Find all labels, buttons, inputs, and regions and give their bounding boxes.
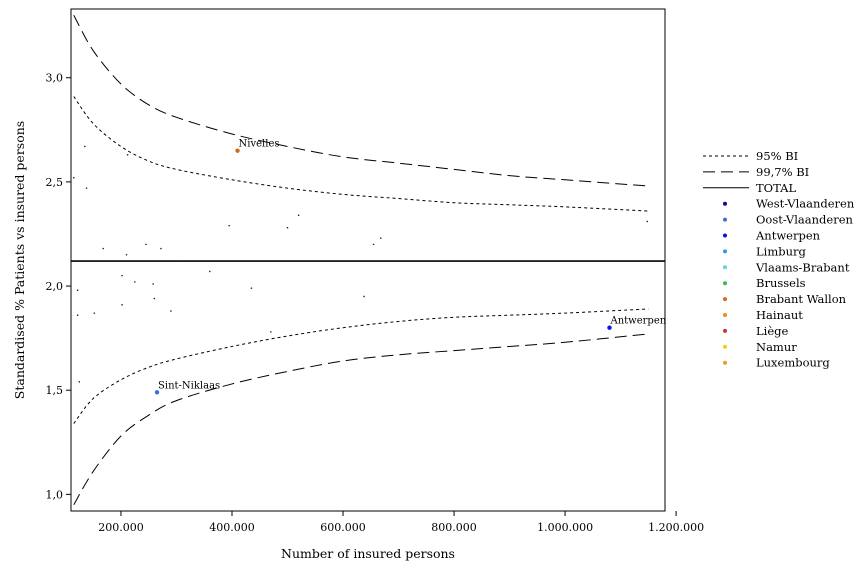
legend-label: TOTAL [756, 181, 796, 195]
y-tick-label: 1,0 [46, 488, 64, 501]
data-point [126, 154, 129, 156]
data-point [76, 289, 79, 292]
x-axis-ticks: 200.000 400.000 600.000 800.000 1.000.000 1.2… [98, 511, 704, 534]
data-point [178, 260, 181, 262]
data-point [153, 297, 156, 300]
data-point [76, 314, 79, 316]
data-point [228, 224, 231, 227]
x-tick-label: 1.200.000 [648, 521, 704, 534]
data-point [607, 325, 612, 330]
legend-swatch-dot [723, 233, 727, 238]
confidence-bands [73, 15, 649, 506]
legend-swatch-dot [723, 328, 727, 333]
legend-swatch-dot [723, 313, 727, 317]
data-point [208, 270, 211, 273]
x-tick-label: 600.000 [320, 521, 366, 534]
ci95-lower-line [73, 308, 649, 424]
data-points [72, 145, 649, 395]
legend-label: Brussels [756, 276, 806, 290]
legend-label: 95% BI [756, 149, 798, 163]
ci95-upper-line [73, 96, 649, 212]
y-tick-label: 1,5 [46, 384, 64, 397]
legend-swatch-dot [723, 360, 727, 365]
legend-swatch-dot [723, 265, 727, 270]
legend-swatch-dot [723, 201, 727, 206]
data-point [85, 187, 88, 189]
legend-swatch-dot [723, 281, 727, 286]
point-label: Sint-Niklaas [158, 380, 220, 391]
data-point [78, 381, 81, 383]
plot-frame [70, 8, 666, 512]
data-point [379, 237, 382, 239]
y-tick-label: 2,5 [46, 176, 64, 189]
x-tick-label: 1.000.000 [537, 521, 593, 534]
data-point [363, 295, 365, 298]
y-tick-label: 3,0 [46, 72, 64, 85]
data-point [286, 226, 289, 229]
point-annotations: Nivelles Sint-Niklaas Antwerpen [158, 139, 667, 392]
legend-label: Luxembourg [756, 356, 830, 370]
data-point [102, 247, 104, 250]
data-point [134, 281, 136, 283]
data-point [372, 243, 375, 246]
legend-label: Liège [756, 324, 788, 338]
data-point [297, 214, 300, 217]
y-tick-label: 2,0 [46, 280, 64, 293]
data-point [72, 176, 75, 179]
x-tick-label: 200.000 [98, 521, 144, 534]
legend-label: Limburg [756, 244, 806, 258]
x-tick-label: 400.000 [209, 521, 255, 534]
data-point [270, 331, 272, 333]
data-point [152, 283, 154, 285]
legend: 95% BI 99,7% BI TOTAL West-Vlaanderen Oost-V… [703, 149, 855, 370]
legend-label: Hainaut [756, 308, 803, 322]
y-axis-ticks: 1,0 1,5 2,0 2,5 3,0 [46, 72, 71, 501]
legend-label: Brabant Wallon [756, 292, 847, 306]
x-tick-label: 800.000 [431, 521, 477, 534]
data-point [170, 310, 172, 312]
legend-label: Vlaams-Brabant [755, 260, 850, 274]
data-point [250, 287, 253, 289]
point-label: Antwerpen [609, 316, 666, 327]
data-point [121, 303, 123, 306]
y-axis-title: Standardised % Patients vs insured perso… [12, 121, 27, 399]
legend-label: 99,7% BI [756, 165, 809, 179]
data-point [125, 253, 128, 256]
data-point [154, 390, 160, 395]
ci997-upper-line [73, 15, 649, 187]
legend-swatch-dot [723, 297, 727, 302]
data-point [646, 220, 649, 223]
legend-swatch-dot [723, 344, 727, 349]
data-point [145, 243, 147, 246]
x-axis-title: Number of insured persons [281, 546, 455, 561]
data-point [93, 312, 96, 314]
data-point [121, 274, 123, 277]
data-point [235, 148, 240, 153]
point-label: Nivelles [239, 139, 280, 150]
ci997-lower-line [73, 333, 649, 506]
data-point [160, 247, 162, 250]
legend-label: Namur [756, 340, 797, 354]
legend-swatch-dot [723, 249, 727, 254]
data-point [84, 145, 86, 148]
legend-label: Antwerpen [755, 229, 821, 243]
legend-label: West-Vlaanderen [756, 197, 855, 211]
legend-swatch-dot [723, 217, 727, 222]
legend-label: Oost-Vlaanderen [756, 213, 853, 227]
